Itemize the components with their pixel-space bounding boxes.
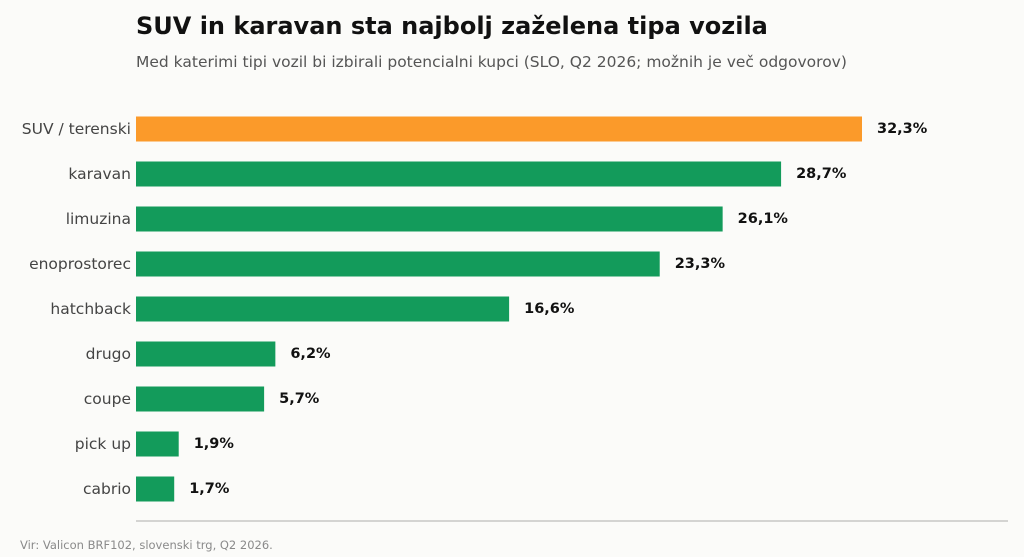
- chart-source: Vir: Valicon BRF102, slovenski trg, Q2 2…: [20, 538, 273, 552]
- bars-group: SUV / terenski 32,3% karavan 28,7% limuzina 2…: [22, 116, 928, 502]
- value-label-0: 32,3%: [877, 121, 928, 137]
- value-label-4: 16,6%: [524, 301, 575, 317]
- bar-4: [136, 296, 510, 322]
- bar-8: [136, 476, 175, 502]
- category-label-0: SUV / terenski: [22, 120, 131, 138]
- category-label-4: hatchback: [50, 300, 131, 318]
- value-label-7: 1,9%: [194, 436, 235, 452]
- value-label-5: 6,2%: [290, 346, 331, 362]
- bar-7: [136, 431, 179, 457]
- chart-title: SUV in karavan sta najbolj zaželena tipa…: [136, 12, 768, 40]
- category-label-1: karavan: [68, 165, 131, 183]
- value-label-8: 1,7%: [189, 481, 230, 497]
- category-label-2: limuzina: [66, 210, 131, 228]
- category-label-7: pick up: [75, 435, 131, 453]
- value-label-3: 23,3%: [675, 256, 726, 272]
- bar-2: [136, 206, 723, 232]
- category-label-6: coupe: [84, 390, 131, 408]
- category-label-5: drugo: [86, 345, 131, 363]
- value-label-6: 5,7%: [279, 391, 320, 407]
- bar-5: [136, 341, 276, 367]
- value-label-1: 28,7%: [796, 166, 847, 182]
- category-label-8: cabrio: [83, 480, 131, 498]
- bar-3: [136, 251, 660, 277]
- bar-0: [136, 116, 862, 142]
- bar-1: [136, 161, 782, 187]
- chart-subtitle: Med katerimi tipi vozil bi izbirali pote…: [136, 53, 847, 71]
- value-label-2: 26,1%: [738, 211, 789, 227]
- category-label-3: enoprostorec: [29, 255, 131, 273]
- bar-6: [136, 386, 265, 412]
